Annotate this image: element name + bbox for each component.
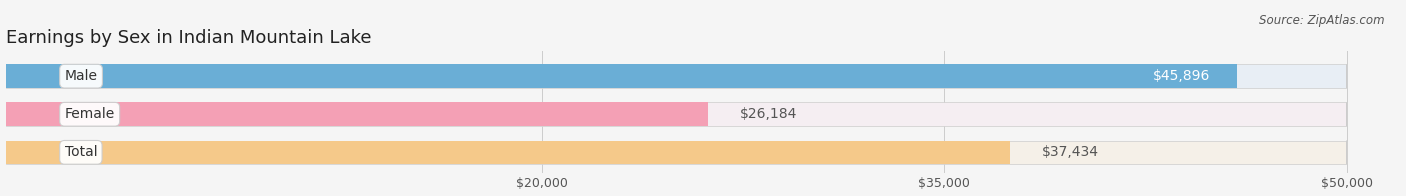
Bar bbox=[6, 141, 1010, 164]
Bar bbox=[6, 103, 1347, 126]
Text: Earnings by Sex in Indian Mountain Lake: Earnings by Sex in Indian Mountain Lake bbox=[6, 29, 371, 47]
Bar bbox=[6, 141, 1347, 164]
Bar bbox=[6, 103, 709, 126]
Text: $26,184: $26,184 bbox=[740, 107, 797, 121]
Bar bbox=[6, 64, 1347, 88]
Text: $45,896: $45,896 bbox=[1153, 69, 1211, 83]
Text: Female: Female bbox=[65, 107, 115, 121]
Text: Male: Male bbox=[65, 69, 97, 83]
Text: Source: ZipAtlas.com: Source: ZipAtlas.com bbox=[1260, 14, 1385, 27]
Bar bbox=[6, 64, 1237, 88]
Text: $37,434: $37,434 bbox=[1042, 145, 1099, 159]
Text: Total: Total bbox=[65, 145, 97, 159]
